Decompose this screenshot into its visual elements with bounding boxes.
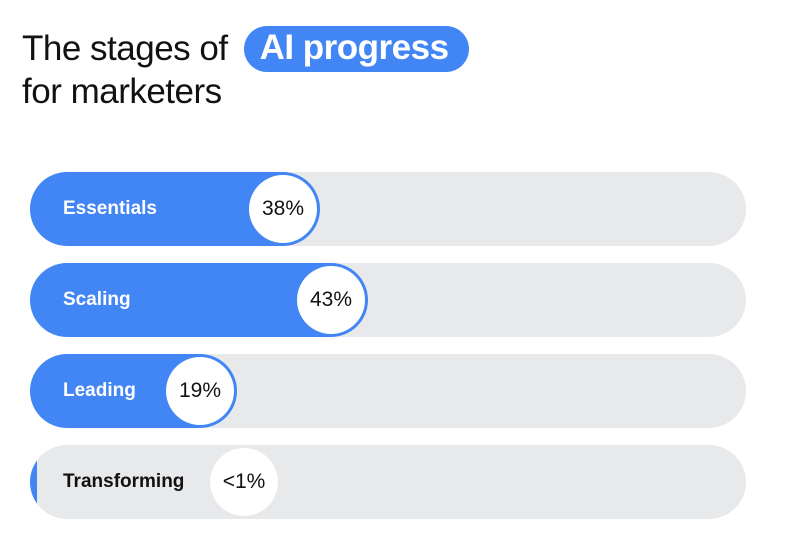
bar-fill-transforming	[30, 445, 37, 519]
page-title: The stages of AI progress for marketers	[22, 26, 469, 112]
bar-track-transforming: Transforming <1%	[30, 445, 746, 519]
bar-track-leading: Leading 19%	[30, 354, 746, 428]
title-line-2: for marketers	[22, 72, 222, 111]
value-label-essentials: 38%	[249, 175, 317, 243]
value-label-leading: 19%	[166, 357, 234, 425]
title-line-1: The stages of	[22, 29, 228, 68]
bar-label-scaling: Scaling	[63, 289, 131, 310]
value-label-scaling: 43%	[297, 266, 365, 334]
value-label-transforming: <1%	[210, 448, 278, 516]
bar-label-transforming: Transforming	[63, 471, 185, 492]
bar-label-essentials: Essentials	[63, 198, 157, 219]
bar-label-leading: Leading	[63, 380, 136, 401]
bar-track-scaling: Scaling 43%	[30, 263, 746, 337]
bar-track-essentials: Essentials 38%	[30, 172, 746, 246]
title-highlight: AI progress	[243, 26, 469, 72]
